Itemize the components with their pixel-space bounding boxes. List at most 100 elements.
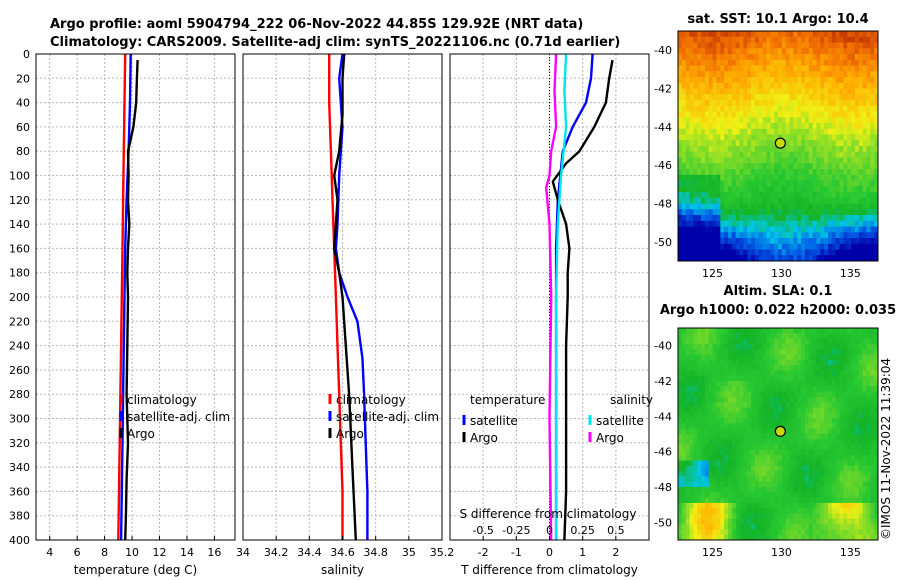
- map-cell: [847, 146, 852, 153]
- map-cell: [728, 359, 733, 366]
- map-cell: [689, 349, 694, 355]
- map-cell: [762, 529, 767, 536]
- map-cell: [766, 117, 771, 124]
- map-cell: [847, 455, 852, 461]
- map-cell: [816, 460, 821, 467]
- map-cell: [704, 31, 710, 38]
- map-cell: [681, 203, 687, 210]
- y-tick-label: 40: [16, 97, 30, 110]
- map-cell: [831, 111, 837, 118]
- map-cell: [697, 157, 702, 164]
- map-cell: [778, 88, 783, 95]
- map-cell: [862, 434, 867, 440]
- map-cell: [793, 381, 798, 387]
- map-cell: [778, 117, 783, 124]
- map-cell: [820, 354, 825, 361]
- map-cell: [747, 197, 752, 204]
- map-cell: [693, 59, 698, 66]
- map-cell: [689, 518, 694, 525]
- map-cell: [697, 359, 702, 366]
- map-cell: [685, 534, 690, 540]
- map-cell: [804, 502, 810, 509]
- map-cell: [681, 134, 687, 141]
- map-cell: [835, 534, 840, 540]
- map-cell: [704, 146, 710, 153]
- map-cell: [731, 215, 737, 222]
- map-cell: [797, 396, 802, 403]
- map-cell: [751, 434, 756, 440]
- map-cell: [828, 359, 833, 366]
- map-cell: [712, 386, 717, 392]
- map-cell: [789, 391, 794, 398]
- map-cell: [716, 492, 721, 498]
- map-cell: [697, 123, 702, 130]
- map-cell: [847, 534, 852, 540]
- map-cell: [866, 349, 871, 355]
- map-cell: [866, 508, 871, 514]
- map-cell: [831, 497, 837, 504]
- map-cell: [770, 460, 775, 467]
- map-cell: [870, 508, 875, 514]
- map-cell: [712, 481, 717, 488]
- y-tick-label: 60: [16, 121, 30, 134]
- map-cell: [681, 243, 687, 250]
- map-cell: [747, 328, 752, 334]
- map-cell: [758, 111, 764, 118]
- map-cell: [770, 518, 775, 525]
- map-cell: [781, 492, 787, 498]
- map-cell: [808, 59, 814, 66]
- map-cell: [766, 59, 771, 66]
- map-cell: [808, 481, 814, 488]
- map-cell: [785, 255, 790, 261]
- map-cell: [824, 226, 829, 233]
- map-cell: [716, 428, 721, 435]
- map-cell: [866, 365, 871, 371]
- legend-label: satellite: [470, 414, 518, 428]
- map-cell: [678, 444, 683, 451]
- map-cell: [743, 439, 748, 445]
- map-cell: [712, 82, 717, 89]
- map-cell: [693, 444, 698, 451]
- map-cell: [828, 434, 833, 440]
- map-cell: [801, 492, 806, 498]
- map-cell: [851, 465, 856, 472]
- map-cell: [778, 94, 783, 101]
- x-tick-label: 34.2: [264, 546, 289, 559]
- map-cell: [770, 54, 775, 61]
- map-cell: [781, 163, 787, 170]
- map-cell: [812, 65, 817, 72]
- map-cell: [851, 365, 856, 371]
- map-cell: [751, 375, 756, 382]
- map-cell: [762, 487, 767, 493]
- map-cell: [835, 497, 840, 504]
- map-cell: [816, 391, 821, 398]
- map-cell: [874, 449, 878, 456]
- map-cell: [708, 449, 714, 456]
- map-cell: [835, 487, 840, 493]
- map-cell: [704, 502, 710, 509]
- map-cell: [681, 492, 687, 498]
- map-cell: [754, 418, 760, 424]
- map-cell: [843, 333, 848, 339]
- map-cell: [720, 423, 725, 430]
- map-cell: [843, 197, 848, 204]
- map-cell: [870, 140, 875, 147]
- map-cell: [693, 169, 698, 176]
- map-cell: [858, 513, 864, 520]
- map-cell: [874, 31, 878, 38]
- map-cell: [851, 111, 856, 118]
- map-cell: [862, 524, 867, 530]
- map-cell: [801, 94, 806, 101]
- map-cell: [824, 412, 829, 419]
- map-cell: [731, 59, 737, 66]
- map-cell: [858, 375, 864, 382]
- map-cell: [874, 100, 878, 107]
- map-cell: [697, 396, 702, 403]
- map-cell: [754, 232, 760, 239]
- map-cell: [862, 508, 867, 514]
- map-cell: [804, 381, 810, 387]
- map-cell: [724, 333, 729, 339]
- map-cell: [743, 111, 748, 118]
- map-cell: [693, 174, 698, 181]
- map-cell: [728, 59, 733, 66]
